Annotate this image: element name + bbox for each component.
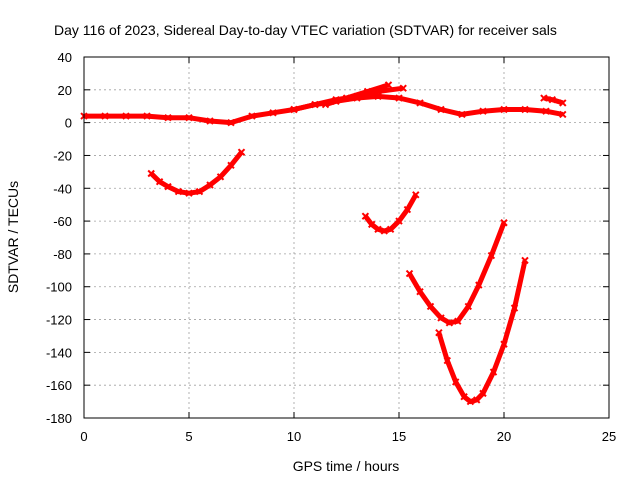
data-point <box>206 181 214 189</box>
data-point <box>500 105 508 114</box>
y-tick-label: -20 <box>53 148 72 163</box>
data-point <box>500 219 508 227</box>
data-point <box>367 220 376 229</box>
data-point <box>460 392 468 401</box>
data-point <box>380 227 389 235</box>
data-point <box>395 217 403 225</box>
data-point <box>403 205 412 214</box>
data-point <box>386 225 395 234</box>
data-point <box>237 148 246 156</box>
data-point <box>464 302 473 311</box>
series-upper-arc-2 <box>324 82 390 107</box>
data-point <box>405 269 414 278</box>
data-point <box>185 189 193 197</box>
data-point <box>248 112 256 120</box>
data-point <box>311 100 319 109</box>
data-series <box>80 81 567 406</box>
x-tick-label: 20 <box>497 429 511 444</box>
data-point <box>510 304 519 312</box>
data-point <box>472 396 481 404</box>
data-point <box>216 173 225 181</box>
data-point <box>342 94 351 102</box>
data-point <box>195 187 204 196</box>
data-point <box>437 314 445 322</box>
data-point <box>399 84 407 92</box>
data-point <box>475 281 483 289</box>
data-point <box>458 110 466 119</box>
data-point <box>269 109 277 117</box>
data-point <box>164 182 172 191</box>
data-point <box>321 100 330 109</box>
data-point <box>521 105 529 114</box>
y-tick-label: -60 <box>53 214 72 229</box>
data-point <box>155 178 164 186</box>
y-tick-label: -140 <box>46 345 72 360</box>
data-point <box>361 212 370 220</box>
data-point <box>521 256 529 265</box>
x-axis-label: GPS time / hours <box>293 458 400 474</box>
data-point <box>395 94 403 102</box>
data-point <box>164 114 172 122</box>
data-point <box>500 340 508 348</box>
data-point <box>548 95 557 104</box>
y-tick-label: -180 <box>46 411 72 426</box>
x-tick-label: 10 <box>287 429 301 444</box>
data-point <box>147 169 155 178</box>
x-tick-label: 5 <box>185 429 192 444</box>
x-tick-label: 15 <box>392 429 406 444</box>
data-point <box>487 251 496 260</box>
data-point <box>206 117 214 125</box>
data-point <box>416 287 424 296</box>
y-axis-label: SDTVAR / TECUs <box>5 181 21 293</box>
y-tick-label: -80 <box>53 247 72 262</box>
data-point <box>559 110 567 119</box>
data-point <box>454 317 462 325</box>
data-point <box>540 94 548 102</box>
data-point <box>479 389 487 398</box>
data-point <box>559 99 567 107</box>
data-point <box>290 105 298 114</box>
data-point <box>443 356 452 365</box>
data-point <box>489 368 498 376</box>
plot-frame <box>83 56 610 419</box>
data-point <box>174 187 183 196</box>
data-point <box>416 99 424 107</box>
data-point <box>437 105 445 114</box>
data-point <box>185 114 193 122</box>
y-tick-label: 20 <box>58 83 72 98</box>
y-tick-label: -40 <box>53 181 72 196</box>
data-point <box>384 81 393 89</box>
grid-lines <box>84 57 609 418</box>
x-tick-label: 25 <box>602 429 616 444</box>
data-point <box>451 378 460 386</box>
axis-ticks: 0 5 10 15 20 25 -180 -160 -140 -120 -100 -80 -60 -40 -… <box>46 50 616 444</box>
data-point <box>143 112 151 120</box>
data-point <box>227 118 235 127</box>
data-point <box>426 302 435 311</box>
data-point <box>445 319 454 327</box>
y-tick-label: -160 <box>46 378 72 393</box>
series-dip-17h <box>407 221 507 326</box>
y-tick-label: 40 <box>58 50 72 65</box>
data-point <box>542 107 550 115</box>
y-tick-label: -100 <box>46 280 72 295</box>
data-point <box>479 107 487 115</box>
data-point <box>466 397 475 406</box>
data-point <box>412 191 420 199</box>
y-tick-label: -120 <box>46 313 72 328</box>
chart-title: Day 116 of 2023, Sidereal Day-to-day VTE… <box>54 22 557 38</box>
data-point <box>101 112 109 120</box>
series-dip-5h <box>149 150 244 196</box>
data-point <box>122 112 130 120</box>
data-point <box>374 225 382 234</box>
y-tick-label: 0 <box>65 116 72 131</box>
x-tick-label: 0 <box>80 429 87 444</box>
data-point <box>363 87 372 96</box>
data-point <box>227 161 235 170</box>
data-point <box>435 328 443 337</box>
